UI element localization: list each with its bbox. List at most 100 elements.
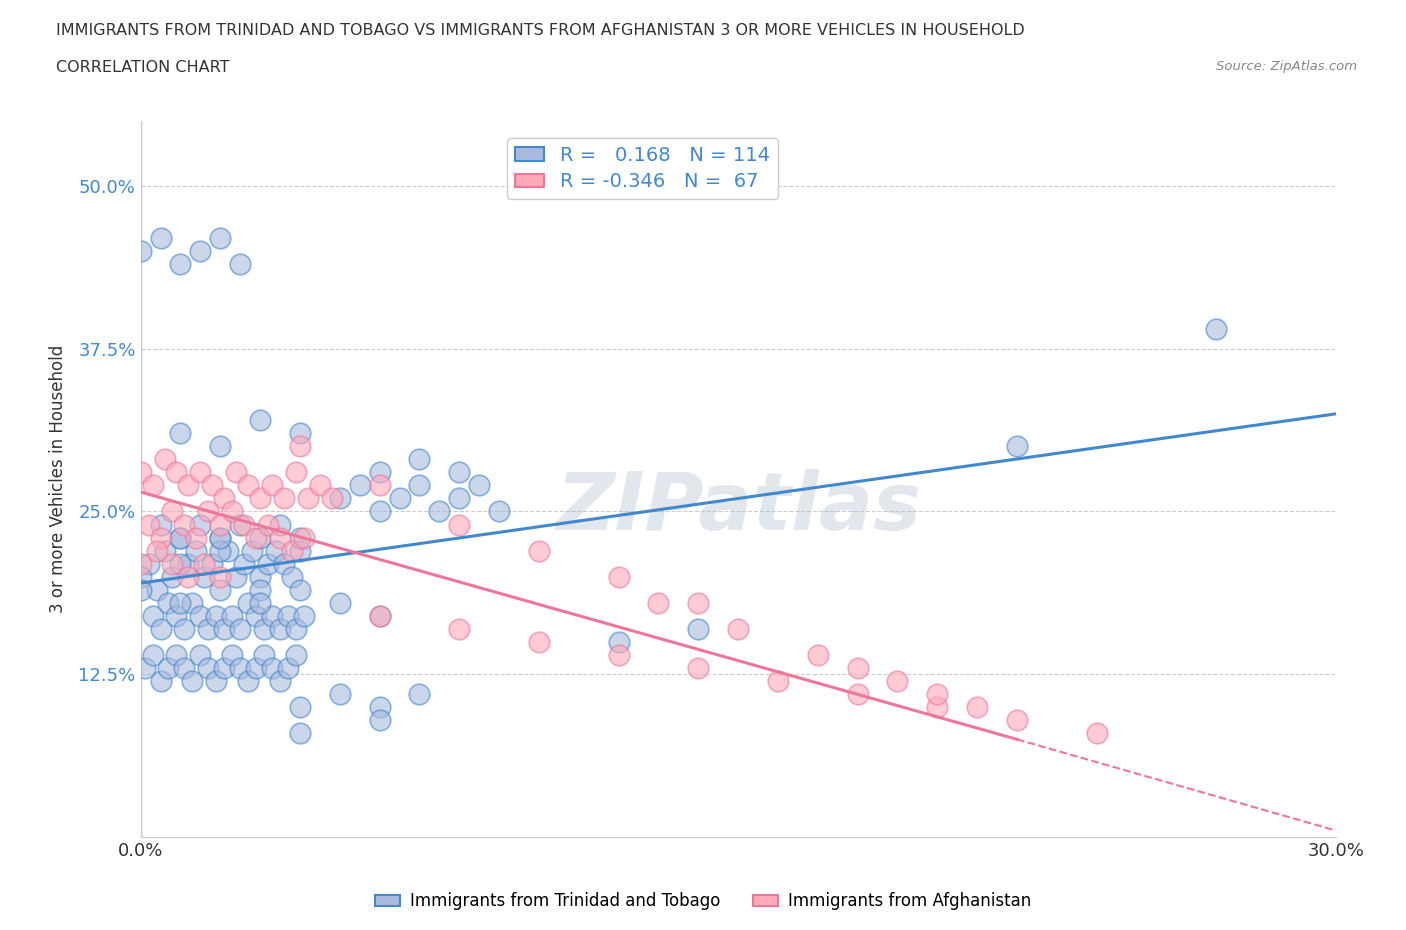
Point (214, 491, 236, 506)
Point (269, 673, 291, 688)
Point (209, 439, 232, 454)
Point (229, 621, 252, 636)
Point (173, 621, 195, 636)
Point (262, 478, 284, 493)
Point (197, 621, 219, 636)
Point (205, 673, 228, 688)
Point (153, 452, 176, 467)
Point (309, 478, 332, 493)
Point (688, 595, 710, 610)
Point (927, 699, 949, 714)
Point (145, 543, 167, 558)
Point (153, 543, 176, 558)
Point (169, 530, 191, 545)
Point (281, 569, 304, 584)
Point (886, 673, 908, 688)
Text: Source: ZipAtlas.com: Source: ZipAtlas.com (1216, 60, 1357, 73)
Point (264, 543, 287, 558)
Point (209, 517, 232, 532)
Point (193, 556, 215, 571)
Point (488, 504, 510, 519)
Point (169, 556, 191, 571)
Point (188, 244, 212, 259)
Point (277, 608, 299, 623)
Text: CORRELATION CHART: CORRELATION CHART (56, 60, 229, 75)
Point (169, 595, 191, 610)
Point (141, 608, 163, 623)
Point (201, 556, 224, 571)
Point (141, 647, 163, 662)
Point (157, 595, 180, 610)
Point (197, 504, 219, 519)
Y-axis label: 3 or more Vehicles in Household: 3 or more Vehicles in Household (49, 345, 67, 613)
Point (209, 530, 232, 545)
Point (145, 582, 167, 597)
Point (607, 634, 630, 649)
Point (647, 595, 669, 610)
Point (209, 231, 232, 246)
Point (214, 660, 236, 675)
Point (727, 621, 749, 636)
Point (1005, 439, 1028, 454)
Point (527, 543, 550, 558)
Point (288, 426, 311, 441)
Point (166, 647, 188, 662)
Point (149, 231, 172, 246)
Point (607, 569, 630, 584)
Point (249, 491, 271, 506)
Point (193, 569, 215, 584)
Point (273, 556, 295, 571)
Point (138, 556, 160, 571)
Point (162, 556, 184, 571)
Point (188, 647, 212, 662)
Point (149, 673, 172, 688)
Point (217, 543, 239, 558)
Point (292, 608, 315, 623)
Point (209, 543, 232, 558)
Point (149, 621, 172, 636)
Point (284, 465, 308, 480)
Point (188, 465, 212, 480)
Point (368, 478, 391, 493)
Point (209, 582, 232, 597)
Point (1005, 712, 1028, 727)
Point (229, 517, 252, 532)
Point (186, 543, 208, 558)
Point (141, 478, 163, 493)
Point (368, 712, 391, 727)
Point (229, 257, 252, 272)
Point (368, 608, 391, 623)
Point (297, 491, 319, 506)
Point (329, 491, 352, 506)
Point (166, 465, 188, 480)
Point (221, 504, 243, 519)
Point (249, 530, 271, 545)
Point (527, 634, 550, 649)
Point (288, 699, 311, 714)
Point (408, 478, 430, 493)
Point (284, 647, 308, 662)
Point (205, 608, 228, 623)
Legend: R =   0.168   N = 114, R = -0.346   N =  67: R = 0.168 N = 114, R = -0.346 N = 67 (508, 138, 778, 199)
Point (288, 582, 311, 597)
Point (607, 647, 630, 662)
Text: IMMIGRANTS FROM TRINIDAD AND TOBAGO VS IMMIGRANTS FROM AFGHANISTAN 3 OR MORE VEH: IMMIGRANTS FROM TRINIDAD AND TOBAGO VS I… (56, 23, 1025, 38)
Point (807, 647, 830, 662)
Point (181, 595, 204, 610)
Point (249, 595, 271, 610)
Point (288, 439, 311, 454)
Point (292, 530, 315, 545)
Point (233, 517, 256, 532)
Point (846, 660, 869, 675)
Point (449, 491, 471, 506)
Point (129, 556, 152, 571)
Point (138, 517, 160, 532)
Point (186, 530, 208, 545)
Legend: Immigrants from Trinidad and Tobago, Immigrants from Afghanistan: Immigrants from Trinidad and Tobago, Imm… (368, 885, 1038, 917)
Point (846, 686, 869, 701)
Point (262, 660, 284, 675)
Point (288, 725, 311, 740)
Point (257, 556, 280, 571)
Point (166, 608, 188, 623)
Point (197, 660, 219, 675)
